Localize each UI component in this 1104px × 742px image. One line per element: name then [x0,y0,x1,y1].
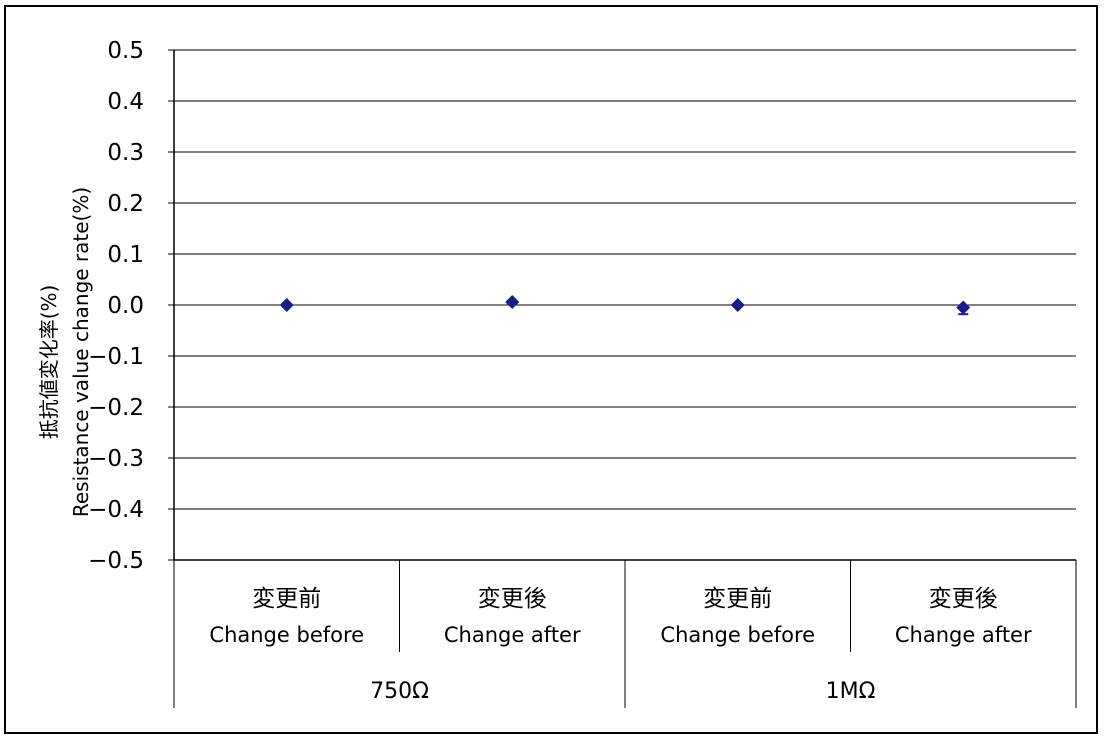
y-tick-label: −0.4 [88,497,144,523]
group-labels: 750Ω 1MΩ [370,679,875,704]
y-tick-label: 0.3 [107,140,144,166]
y-tick-label: 0.0 [107,293,144,319]
category-label-en: Change after [895,623,1032,647]
data-point-marker [730,298,745,312]
y-tick-label: 0.2 [107,191,144,217]
category-label-en: Change before [660,623,815,647]
y-axis-label: 抵抗値変化率(%) Resistance value change rate(%… [37,187,93,517]
y-tick-labels: 0.5 0.4 0.3 0.2 0.1 0.0 −0.1 −0.2 −0.3 −0.4 −0.5 [88,38,144,574]
group-label: 750Ω [370,679,429,704]
y-tick-label: −0.1 [88,344,144,370]
data-point-marker [279,298,294,312]
y-tick-label: 0.4 [107,89,144,115]
y-axis-label-en: Resistance value change rate(%) [69,187,93,517]
category-labels: 変更前 Change before 変更後 Change after 変更前 Change… [209,586,1032,647]
category-label-jp: 変更後 [478,586,547,612]
category-label-jp: 変更前 [703,586,772,612]
group-label: 1MΩ [826,679,876,704]
gridlines [174,49,1076,510]
y-tick-label: −0.2 [88,395,144,421]
y-tick-label: 0.5 [107,38,144,64]
y-tick-label: 0.1 [107,242,144,268]
category-label-en: Change before [209,623,364,647]
data-points [279,294,971,316]
category-label-en: Change after [444,623,581,647]
category-label-jp: 変更前 [252,586,321,612]
data-point-marker [956,300,971,315]
chart-frame [4,5,1098,734]
y-tick-label: −0.5 [88,548,144,574]
y-tick-label: −0.3 [88,446,144,472]
category-label-jp: 変更後 [929,586,998,612]
y-axis-label-jp: 抵抗値変化率(%) [37,285,61,440]
data-point-marker [505,294,520,309]
axes [168,49,1077,708]
